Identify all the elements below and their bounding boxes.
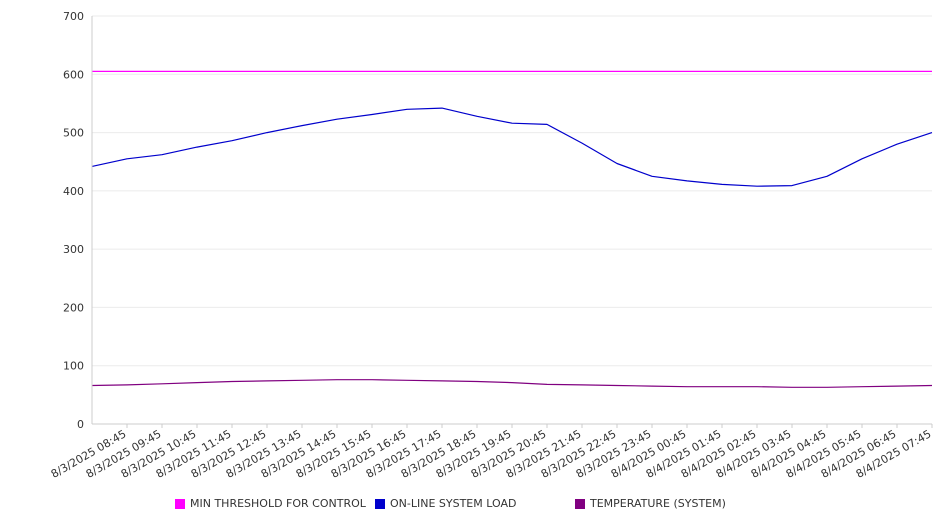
legend-label-online-load: ON-LINE SYSTEM LOAD — [390, 497, 517, 510]
y-tick-label: 300 — [63, 243, 84, 256]
legend-swatch-temperature — [575, 498, 585, 509]
y-tick-label: 0 — [77, 418, 84, 431]
legend-swatch-min-threshold — [175, 498, 185, 509]
legend: MIN THRESHOLD FOR CONTROL ON-LINE SYSTEM… — [0, 497, 946, 515]
legend-swatch-online-load — [375, 498, 385, 509]
x-axis-ticks: 8/3/2025 08:458/3/2025 09:458/3/2025 10:… — [49, 424, 934, 481]
series-line-1 — [91, 107, 933, 187]
y-tick-label: 400 — [63, 185, 84, 198]
series-line-2 — [91, 379, 933, 388]
series-lines — [91, 70, 933, 388]
y-tick-label: 600 — [63, 68, 84, 81]
y-tick-label: 700 — [63, 10, 84, 23]
y-tick-label: 500 — [63, 127, 84, 140]
legend-item-online-load[interactable]: ON-LINE SYSTEM LOAD — [375, 497, 516, 510]
y-tick-label: 200 — [63, 301, 84, 314]
legend-label-temperature: TEMPERATURE (SYSTEM) — [590, 497, 726, 510]
y-axis-ticks: 0 100 200 300 400 500 600 700 — [63, 10, 84, 431]
legend-label-min-threshold: MIN THRESHOLD FOR CONTROL — [190, 497, 366, 510]
legend-item-min-threshold[interactable]: MIN THRESHOLD FOR CONTROL — [175, 497, 366, 510]
y-tick-label: 100 — [63, 360, 84, 373]
legend-item-temperature[interactable]: TEMPERATURE (SYSTEM) — [575, 497, 726, 510]
gridlines — [92, 15, 932, 425]
